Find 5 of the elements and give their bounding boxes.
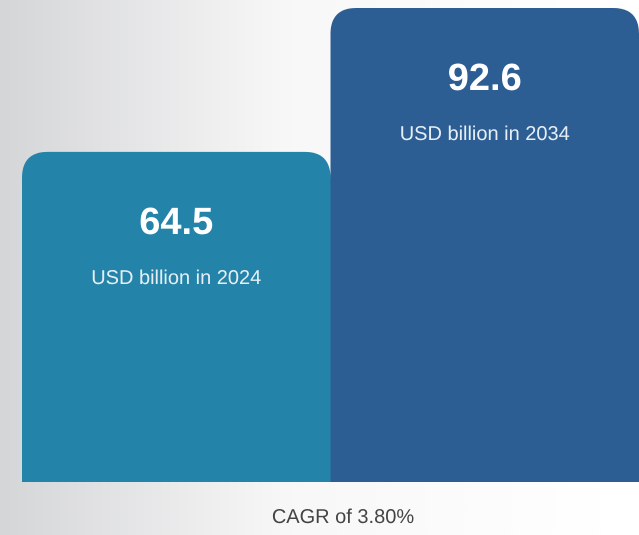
annotation: USD billion in 2024 [91, 266, 262, 289]
text: CAGR of 3.80% [272, 506, 414, 528]
annotation: USD billion in 2034 [400, 123, 570, 145]
data-label: 92.6 [448, 57, 522, 99]
data-label: 64.5 [139, 200, 214, 243]
